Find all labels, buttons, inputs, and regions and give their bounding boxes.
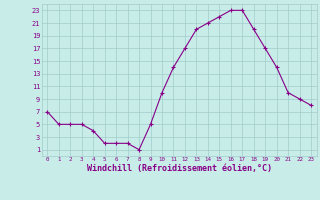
X-axis label: Windchill (Refroidissement éolien,°C): Windchill (Refroidissement éolien,°C) <box>87 164 272 173</box>
